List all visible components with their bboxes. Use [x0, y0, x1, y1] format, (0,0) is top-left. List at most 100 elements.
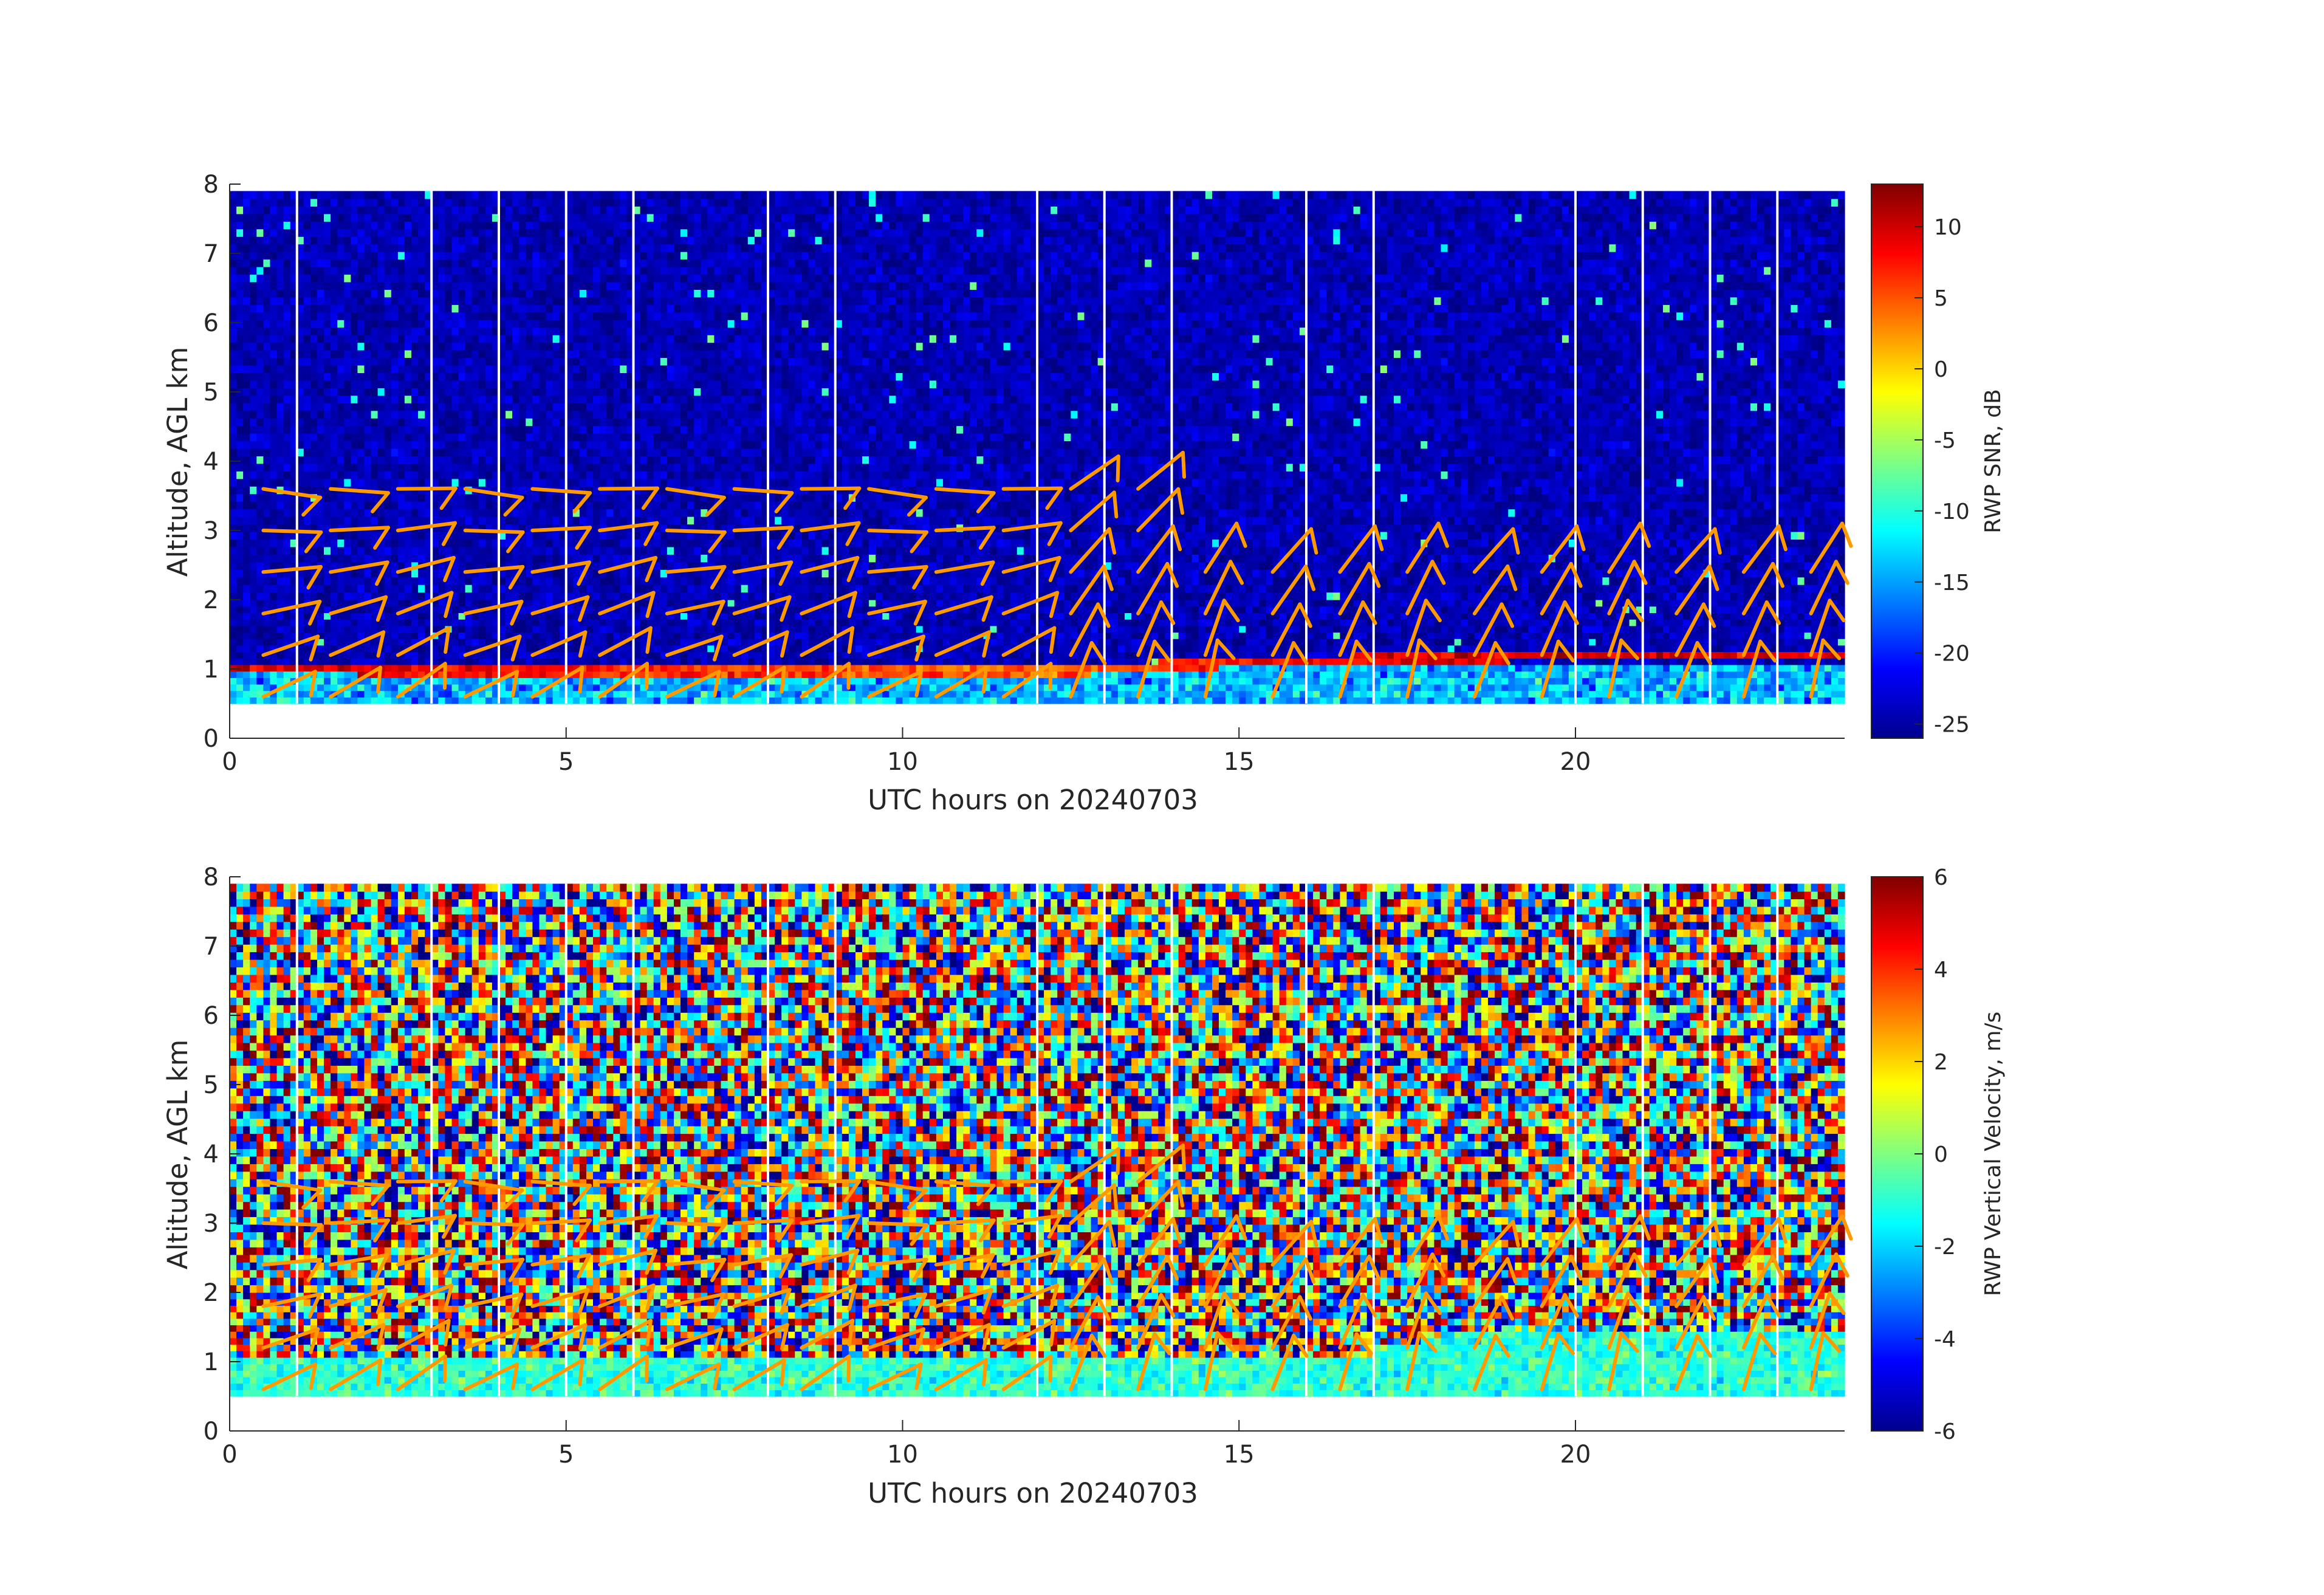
heatmap-cell — [236, 486, 244, 495]
heatmap-cell — [539, 388, 547, 396]
heatmap-cell — [411, 228, 419, 237]
heatmap-cell — [283, 395, 291, 403]
heatmap-cell — [701, 671, 708, 678]
heatmap-cell — [646, 410, 654, 419]
heatmap-cell — [653, 671, 661, 678]
heatmap-cell — [532, 206, 540, 214]
heatmap-cell — [337, 561, 344, 570]
heatmap-cell — [613, 612, 620, 620]
heatmap-cell — [411, 304, 419, 313]
heatmap-cell — [579, 244, 587, 252]
heatmap-cell — [492, 664, 499, 672]
heatmap-cell — [250, 539, 257, 547]
heatmap-cell — [404, 651, 412, 659]
heatmap-cell — [451, 478, 459, 487]
heatmap-cell — [593, 395, 600, 403]
heatmap-cell — [572, 433, 580, 442]
heatmap-cell — [593, 664, 600, 672]
heatmap-cell — [243, 585, 250, 593]
heatmap-cell — [579, 463, 587, 472]
heatmap-cell — [250, 516, 257, 525]
heatmap-cell — [485, 585, 493, 593]
heatmap-cell — [418, 606, 425, 613]
heatmap-cell — [458, 561, 466, 570]
heatmap-cell — [566, 267, 574, 275]
heatmap-cell — [451, 289, 459, 298]
heatmap-cell — [478, 403, 486, 411]
heatmap-cell — [620, 625, 627, 633]
heatmap-cell — [512, 632, 519, 639]
heatmap-cell — [687, 463, 694, 472]
heatmap-cell — [256, 531, 264, 540]
heatmap-cell — [485, 684, 493, 691]
heatmap-cell — [613, 236, 620, 245]
heatmap-cell — [667, 236, 674, 245]
heatmap-cell — [276, 259, 284, 267]
heatmap-cell — [606, 236, 614, 245]
heatmap-cell — [317, 403, 324, 411]
heatmap-cell — [324, 546, 331, 555]
heatmap-cell — [674, 274, 681, 283]
heatmap-cell — [492, 592, 499, 600]
heatmap-cell — [526, 585, 533, 593]
heatmap-cell — [667, 697, 674, 704]
heatmap-cell — [694, 380, 701, 388]
heatmap-cell — [687, 639, 694, 646]
heatmap-cell — [572, 606, 580, 613]
heatmap-cell — [256, 372, 264, 381]
heatmap-cell — [593, 357, 600, 366]
heatmap-cell — [425, 677, 432, 685]
heatmap-cell — [701, 395, 708, 403]
heatmap-cell — [243, 632, 250, 639]
heatmap-cell — [552, 585, 560, 593]
heatmap-cell — [250, 342, 257, 351]
heatmap-cell — [384, 509, 392, 517]
heatmap-cell — [425, 690, 432, 698]
heatmap-cell — [633, 380, 641, 388]
heatmap-cell — [633, 259, 641, 267]
heatmap-cell — [579, 456, 587, 464]
heatmap-cell — [283, 342, 291, 351]
heatmap-cell — [263, 410, 271, 419]
heatmap-cell — [425, 651, 432, 659]
heatmap-cell — [646, 448, 654, 456]
heatmap-cell — [331, 592, 338, 600]
heatmap-cell — [526, 236, 533, 245]
heatmap-cell — [263, 191, 271, 199]
heatmap-cell — [572, 425, 580, 434]
heatmap-cell — [270, 577, 278, 585]
heatmap-cell — [552, 357, 560, 366]
heatmap-cell — [431, 658, 439, 665]
heatmap-cell — [566, 639, 574, 646]
heatmap-cell — [418, 632, 425, 639]
heatmap-cell — [606, 365, 614, 373]
heatmap-cell — [539, 312, 547, 320]
heatmap-cell — [586, 697, 594, 704]
heatmap-cell — [485, 612, 493, 620]
heatmap-cell — [290, 625, 298, 633]
heatmap-cell — [431, 592, 439, 600]
heatmap-cell — [485, 304, 493, 313]
heatmap-cell — [519, 236, 526, 245]
heatmap-cell — [371, 600, 379, 607]
heatmap-cell — [579, 651, 587, 659]
heatmap-cell — [418, 380, 425, 388]
heatmap-cell — [230, 425, 237, 434]
heatmap-cell — [572, 320, 580, 328]
heatmap-cell — [485, 372, 493, 381]
heatmap-cell — [263, 274, 271, 283]
heatmap-cell — [506, 206, 513, 214]
heatmap-cell — [250, 312, 257, 320]
heatmap-cell — [546, 625, 554, 633]
heatmap-cell — [283, 259, 291, 267]
heatmap-cell — [653, 327, 661, 335]
heatmap-cell — [445, 236, 453, 245]
heatmap-cell — [471, 585, 479, 593]
heatmap-cell — [384, 493, 392, 502]
heatmap-cell — [310, 335, 318, 343]
heatmap-cell — [633, 592, 641, 600]
heatmap-cell — [438, 632, 445, 639]
heatmap-cell — [471, 327, 479, 335]
heatmap-cell — [451, 388, 459, 396]
heatmap-cell — [519, 539, 526, 547]
